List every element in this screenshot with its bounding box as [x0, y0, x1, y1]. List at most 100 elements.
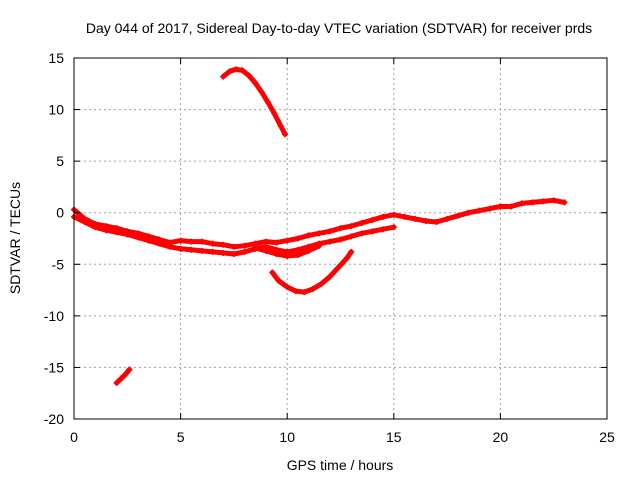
data-point [380, 213, 387, 220]
data-point [252, 244, 259, 251]
series-short-segment [113, 366, 133, 386]
data-point [265, 99, 272, 106]
data-point [348, 233, 355, 240]
data-point [309, 286, 316, 293]
data-point [92, 224, 99, 231]
data-point [233, 66, 240, 73]
data-point [239, 67, 246, 74]
data-point [252, 79, 259, 86]
data-point [444, 215, 451, 222]
y-tick-label: 15 [48, 50, 64, 66]
x-tick-label: 15 [386, 429, 402, 445]
data-point [390, 224, 397, 231]
data-point [294, 235, 301, 242]
y-tick-label: -10 [44, 308, 64, 324]
data-point [273, 250, 280, 257]
data-point [433, 218, 440, 225]
data-point [220, 249, 227, 256]
data-point [262, 247, 269, 254]
data-point [335, 264, 342, 271]
x-tick-label: 20 [493, 429, 509, 445]
data-point [294, 252, 301, 259]
data-point [369, 228, 376, 235]
data-point [497, 203, 504, 210]
series-main-track-lower [71, 213, 397, 257]
data-point [561, 199, 568, 206]
data-point [241, 242, 248, 249]
data-point [81, 218, 88, 225]
data-point [102, 227, 109, 234]
data-point [220, 241, 227, 248]
data-point [273, 239, 280, 246]
data-point [277, 123, 284, 130]
data-point [113, 229, 120, 236]
y-tick-label: -20 [44, 411, 64, 427]
data-point [258, 89, 265, 96]
data-point [271, 110, 278, 117]
data-point [550, 197, 557, 204]
data-point [348, 223, 355, 230]
data-point [117, 375, 124, 382]
data-point [177, 237, 184, 244]
series-line [220, 66, 288, 137]
data-point [275, 277, 282, 284]
data-point [518, 200, 525, 207]
y-tick-label: 10 [48, 102, 64, 118]
data-point [122, 371, 129, 378]
data-point [358, 230, 365, 237]
data-point [292, 288, 299, 295]
series-main-track-dip [252, 242, 323, 260]
chart-title: Day 044 of 2017, Sidereal Day-to-day VTE… [86, 20, 592, 36]
data-point [369, 216, 376, 223]
data-point [166, 243, 173, 250]
data-point [220, 73, 227, 80]
data-point [209, 248, 216, 255]
axis-ticks: 0 5 10 15 20 25 -20 -15 -10 -5 0 5 10 15 [44, 50, 615, 445]
data-point [230, 250, 237, 257]
data-series [71, 66, 568, 386]
data-point [318, 280, 325, 287]
data-point [305, 247, 312, 254]
y-tick-label: -5 [52, 256, 65, 272]
data-point [245, 72, 252, 79]
x-axis-label: GPS time / hours [287, 457, 394, 473]
data-point [198, 238, 205, 245]
data-point [198, 247, 205, 254]
data-point [188, 246, 195, 253]
series-arc-upper [220, 66, 289, 138]
data-point [282, 131, 289, 138]
data-point [390, 211, 397, 218]
data-point [305, 232, 312, 239]
y-tick-label: 5 [56, 153, 64, 169]
data-point [454, 212, 461, 219]
data-point [156, 240, 163, 247]
x-tick-label: 25 [599, 429, 615, 445]
data-point [540, 198, 547, 205]
data-point [230, 243, 237, 250]
y-tick-label: 0 [56, 205, 64, 221]
data-point [301, 289, 308, 296]
data-point [262, 238, 269, 245]
data-point [284, 237, 291, 244]
data-point [177, 245, 184, 252]
data-point [337, 225, 344, 232]
data-point [348, 248, 355, 255]
plot-frame [73, 57, 608, 420]
data-point [316, 230, 323, 237]
data-point [326, 238, 333, 245]
data-point [145, 237, 152, 244]
y-axis-label: SDTVAR / TECUs [7, 182, 23, 294]
data-point [476, 207, 483, 214]
data-point [294, 246, 301, 253]
data-point [337, 236, 344, 243]
data-point [343, 255, 350, 262]
data-point [113, 379, 120, 386]
data-point [529, 199, 536, 206]
data-point [401, 213, 408, 220]
data-point [269, 269, 276, 276]
data-point [422, 217, 429, 224]
data-point [188, 238, 195, 245]
data-point [226, 68, 233, 75]
x-tick-label: 10 [279, 429, 295, 445]
